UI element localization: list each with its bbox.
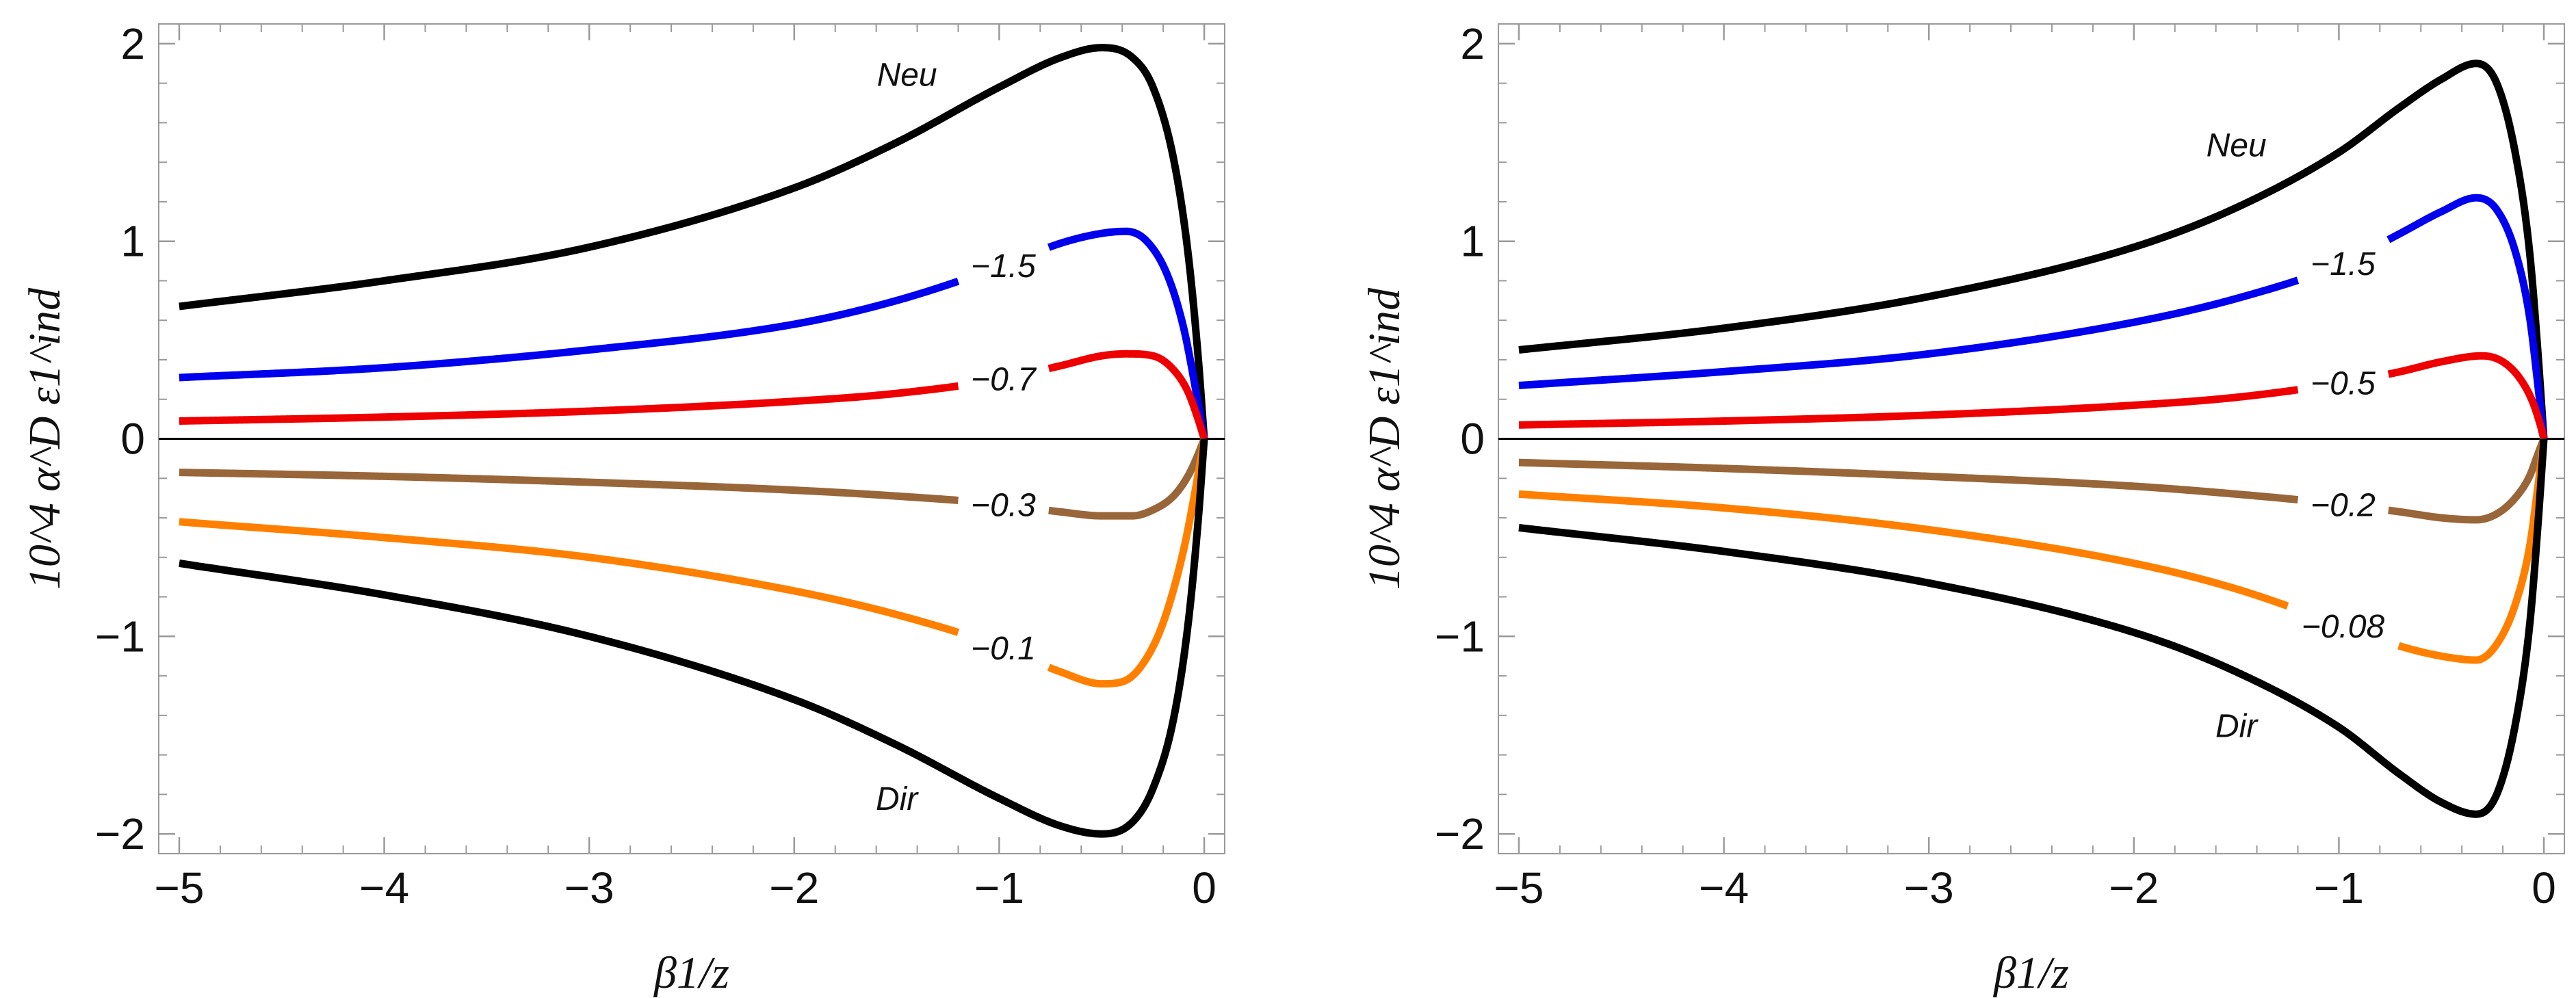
- y-tick-label: −2: [1435, 809, 1485, 858]
- series-−0.3: [177, 437, 1208, 520]
- series-line: [1516, 458, 2300, 504]
- series-line: [177, 469, 961, 504]
- right-panel: −5 −4 −3 −2 −1 0 −2 −1 0 1 2 β1/z 10^4 α^D ε1^ind Neu…: [1359, 19, 2565, 998]
- series-−0.2: [1516, 437, 2548, 524]
- series-−0.5: [1516, 352, 2548, 440]
- y-tick-label: −1: [95, 612, 145, 661]
- series-line: [2386, 352, 2548, 440]
- x-tick-label: 0: [2532, 863, 2556, 912]
- series-line: [177, 438, 1208, 838]
- curve-label: −0.7: [971, 362, 1037, 398]
- series-line: [2386, 194, 2548, 440]
- series-line: [2396, 438, 2548, 664]
- series-line: [1046, 438, 1208, 688]
- series-−0.08: [1516, 438, 2548, 664]
- curve-label: −0.5: [2311, 366, 2376, 402]
- series-line: [1516, 276, 2300, 390]
- series-−1.5: [1516, 194, 2548, 440]
- curve-label: Neu: [877, 57, 937, 94]
- y-tick-label: −1: [1435, 612, 1485, 661]
- x-tick-label: −2: [2109, 863, 2159, 912]
- series-Neu: [1516, 60, 2548, 439]
- y-axis-title: 10^4 α^D ε1^ind: [20, 287, 70, 590]
- series-−0.7: [177, 350, 1208, 441]
- curve-label: −1.5: [2311, 246, 2376, 283]
- series-line: [177, 44, 1208, 439]
- curve-label: −0.1: [971, 631, 1036, 667]
- series-line: [177, 277, 961, 382]
- x-tick-label: −4: [359, 863, 409, 912]
- curve-label: −0.08: [2302, 609, 2385, 645]
- series-line: [2386, 437, 2548, 524]
- curve-label: Neu: [2207, 128, 2267, 164]
- x-axis-title: β1/z: [653, 948, 729, 998]
- series-line: [1516, 60, 2548, 439]
- curve-label: Dir: [876, 781, 919, 817]
- x-tick-label: −5: [154, 863, 204, 912]
- y-tick-label: 0: [120, 415, 145, 464]
- y-axis-title: 10^4 α^D ε1^ind: [1359, 287, 1409, 590]
- x-tick-label: −3: [1904, 863, 1954, 912]
- series-Dir: [177, 438, 1208, 838]
- series-−1.5: [177, 227, 1208, 440]
- series-line: [1046, 227, 1208, 440]
- series-line: [1046, 350, 1208, 441]
- series-−0.1: [177, 438, 1208, 688]
- series-line: [1516, 438, 2548, 818]
- curve-label: Dir: [2215, 708, 2259, 744]
- y-tick-label: 2: [1460, 19, 1485, 68]
- y-tick-label: −2: [95, 809, 145, 858]
- curve-label: −0.3: [971, 487, 1036, 523]
- y-tick-label: 2: [120, 19, 145, 68]
- x-tick-label: −4: [1699, 863, 1749, 912]
- series-line: [1046, 437, 1208, 520]
- series-Neu: [177, 44, 1208, 439]
- x-tick-label: −3: [564, 863, 614, 912]
- x-tick-label: −1: [974, 863, 1024, 912]
- y-tick-label: 0: [1460, 415, 1485, 464]
- series-line: [177, 518, 961, 636]
- series-line: [1516, 490, 2290, 610]
- x-tick-label: −5: [1494, 863, 1544, 912]
- left-panel: −5 −4 −3 −2 −1 0 −2 −1 0 1 2 β1/z 10^4 α^D ε1^ind Neu…: [20, 19, 1225, 998]
- y-tick-label: 1: [120, 217, 145, 266]
- series-Dir: [1516, 438, 2548, 818]
- series-line: [1516, 386, 2300, 429]
- curve-label: −0.2: [2311, 487, 2376, 523]
- series-line: [177, 382, 961, 425]
- x-tick-label: −2: [769, 863, 819, 912]
- x-axis-title: β1/z: [1992, 948, 2069, 998]
- curve-label: −1.5: [971, 248, 1036, 285]
- y-tick-label: 1: [1460, 217, 1485, 266]
- x-tick-label: −1: [2314, 863, 2364, 912]
- x-tick-label: 0: [1192, 863, 1217, 912]
